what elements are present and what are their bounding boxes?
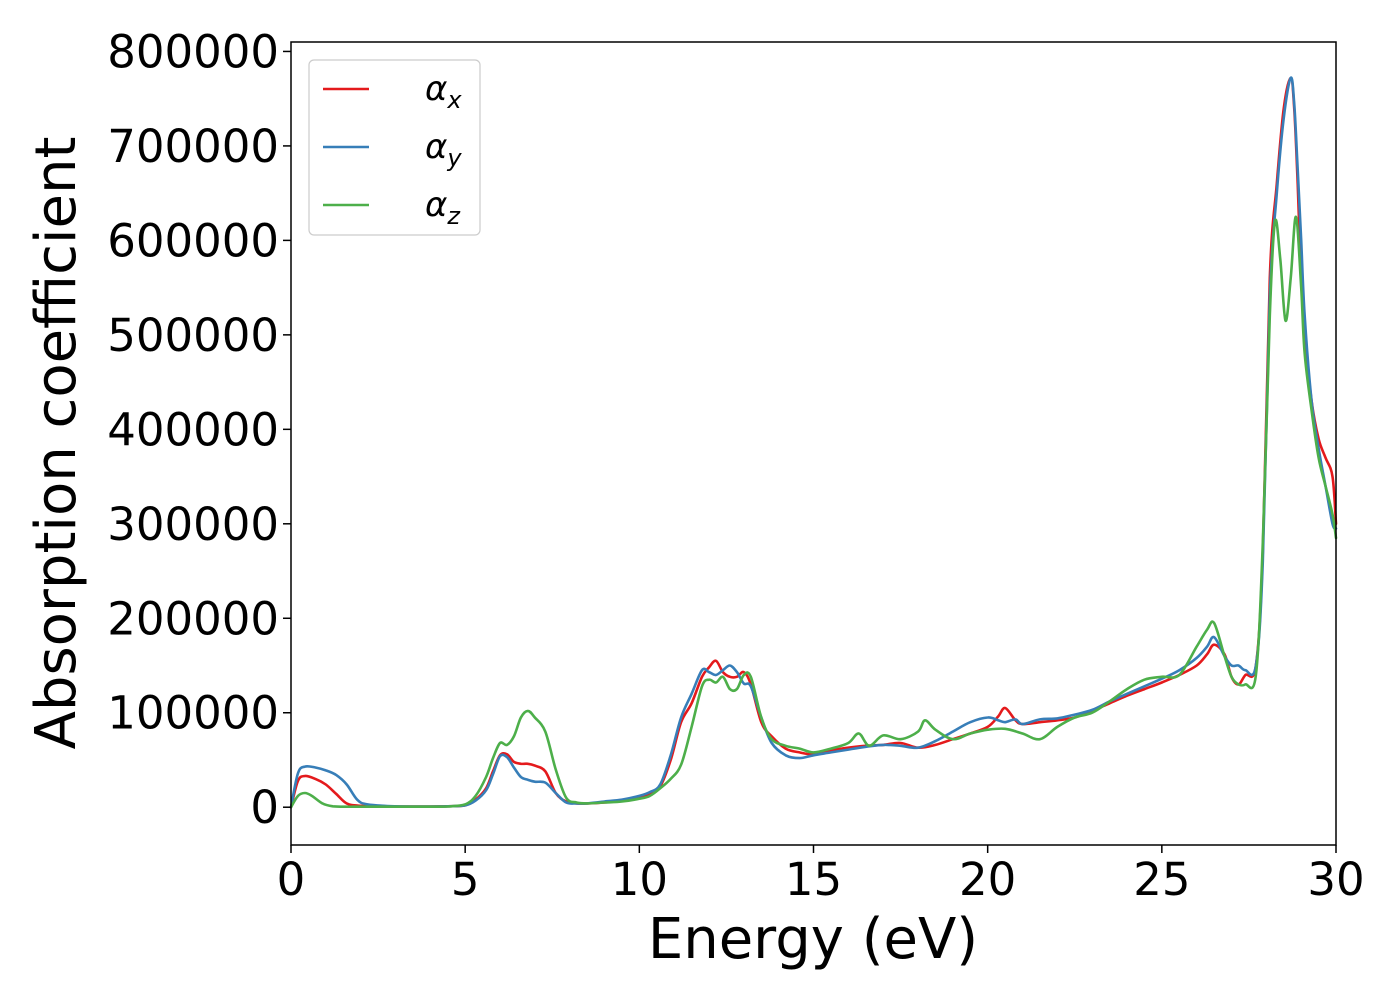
y-tick-label: 200000: [107, 592, 279, 645]
series-line-alpha-z: [289, 215, 1338, 809]
x-axis-label: Energy (eV): [648, 907, 978, 972]
y-tick-label: 100000: [107, 687, 279, 740]
x-tick-label: 5: [451, 853, 480, 906]
x-axis-ticks: 0 5 10 15 20 25 30: [277, 845, 1365, 906]
y-tick-label: 300000: [107, 498, 279, 551]
legend-box: [308, 59, 481, 236]
x-tick-label: 15: [785, 853, 842, 906]
y-axis-label: Absorption coefficient: [24, 137, 89, 750]
x-tick-label: 10: [611, 853, 668, 906]
y-tick-label: 700000: [107, 120, 279, 173]
y-tick-label: 0: [250, 781, 279, 834]
y-axis-ticks: 0 100000 200000 300000 400000 500000 600000 700…: [107, 25, 291, 834]
x-tick-label: 0: [277, 853, 306, 906]
x-tick-label: 30: [1307, 853, 1364, 906]
y-tick-label: 800000: [107, 25, 279, 78]
y-tick-label: 600000: [107, 214, 279, 267]
y-tick-label: 400000: [107, 403, 279, 456]
y-tick-label: 500000: [107, 309, 279, 362]
x-tick-label: 25: [1133, 853, 1190, 906]
series-lines: [289, 76, 1338, 809]
x-tick-label: 20: [959, 853, 1016, 906]
